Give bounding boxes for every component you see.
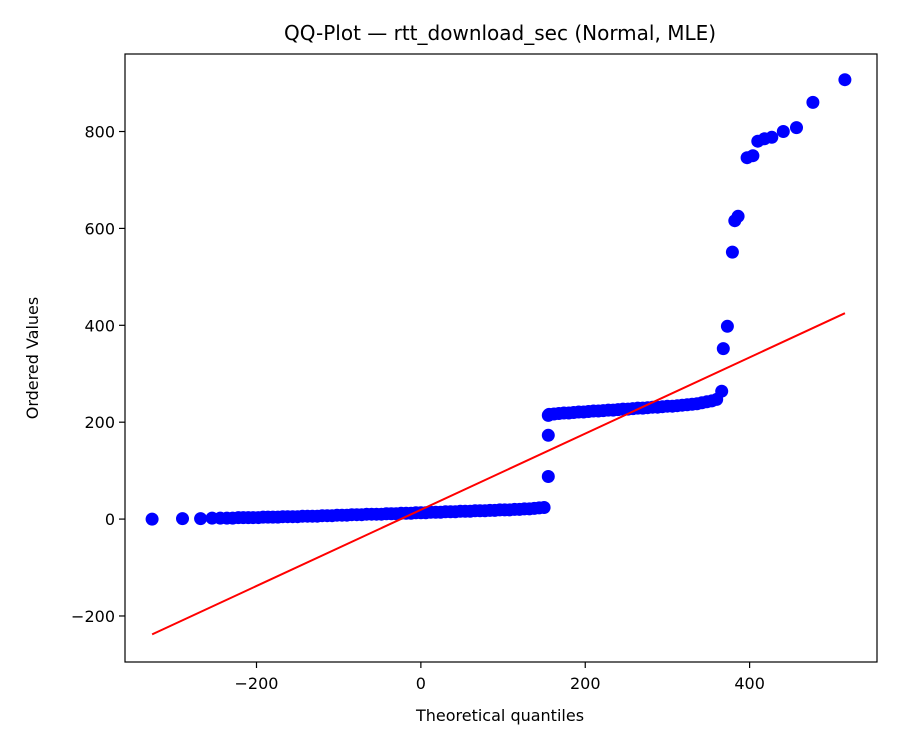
data-point — [716, 342, 730, 356]
y-axis-label: Ordered Values — [23, 297, 42, 419]
data-point — [541, 470, 555, 483]
x-tick-label: 200 — [570, 674, 601, 693]
x-axis-label: Theoretical quantiles — [415, 706, 584, 725]
data-point — [537, 501, 551, 514]
chart-title: QQ-Plot — rtt_download_sec (Normal, MLE) — [284, 21, 716, 45]
data-point — [731, 209, 745, 223]
y-tick-label: 200 — [84, 413, 115, 432]
data-point — [194, 512, 208, 526]
data-point — [806, 95, 820, 109]
data-point — [746, 149, 760, 163]
x-tick-label: 0 — [416, 674, 426, 693]
data-point — [776, 125, 790, 138]
reference-fit-line — [151, 312, 846, 636]
data-point — [176, 512, 189, 526]
y-tick-label: 0 — [105, 510, 115, 529]
y-tick-label: 600 — [84, 219, 115, 238]
y-axis-ticks: −200 0 200 400 600 800 — [71, 123, 125, 626]
data-point — [838, 73, 852, 87]
data-point — [790, 121, 803, 135]
fit-line-layer — [151, 312, 846, 636]
x-tick-label: 400 — [734, 674, 765, 693]
y-tick-label: −200 — [71, 607, 115, 626]
data-point — [715, 384, 729, 398]
data-point — [541, 428, 555, 442]
data-point — [720, 319, 734, 333]
x-tick-label: −200 — [235, 674, 279, 693]
data-point — [765, 130, 779, 144]
y-tick-label: 400 — [84, 316, 115, 335]
plot-frame — [124, 53, 878, 663]
data-point — [725, 245, 739, 259]
data-point — [145, 512, 159, 526]
y-tick-label: 800 — [84, 123, 115, 142]
x-axis-ticks: −200 0 200 400 — [235, 662, 765, 693]
data-points — [145, 73, 852, 526]
